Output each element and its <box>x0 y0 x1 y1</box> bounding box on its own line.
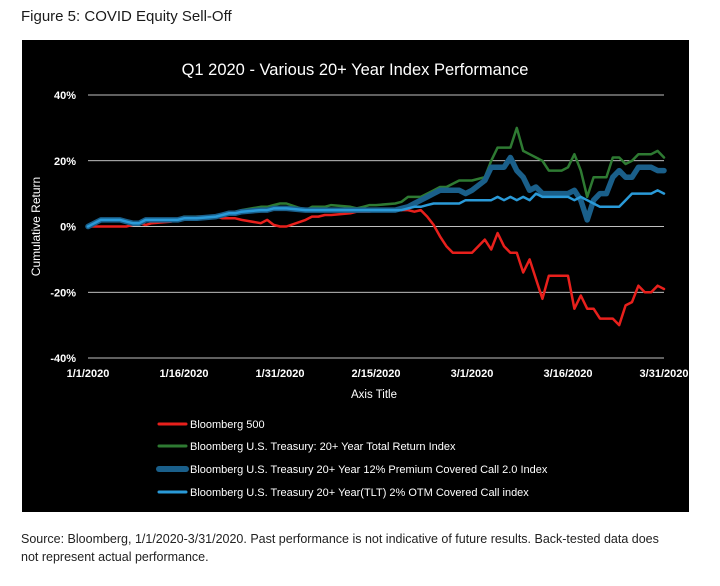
chart-title: Q1 2020 - Various 20+ Year Index Perform… <box>182 61 529 79</box>
series-line-1 <box>86 208 666 327</box>
legend-label-1: Bloomberg 500 <box>190 419 265 431</box>
y-tick-label: -40% <box>50 353 76 365</box>
x-tick-label: 1/16/2020 <box>160 368 209 380</box>
x-tick-label: 3/1/2020 <box>451 368 494 380</box>
y-tick-label: -20% <box>50 287 76 299</box>
y-tick-label: 40% <box>54 90 76 102</box>
figure-title: Figure 5: COVID Equity Sell-Off <box>21 8 232 25</box>
source-note: Source: Bloomberg, 1/1/2020-3/31/2020. P… <box>21 532 659 564</box>
series-line-4 <box>86 189 666 228</box>
series-layer <box>85 126 667 327</box>
chart-svg: Q1 2020 - Various 20+ Year Index Perform… <box>29 61 689 499</box>
x-axis-label: Axis Title <box>351 389 397 401</box>
y-tick-label: 0% <box>60 222 76 234</box>
y-axis-label: Cumulative Return <box>29 177 43 276</box>
series-line-3 <box>85 154 667 230</box>
x-tick-labels: 1/1/2020 1/16/2020 1/31/2020 2/15/2020 3/1/2… <box>67 368 689 380</box>
legend-label-3: Bloomberg U.S. Treasury 20+ Year 12% Pre… <box>190 464 548 476</box>
y-tick-label: 20% <box>54 156 76 168</box>
x-tick-label: 1/1/2020 <box>67 368 110 380</box>
x-tick-label: 2/15/2020 <box>352 368 401 380</box>
x-tick-label: 3/31/2020 <box>640 368 689 380</box>
x-tick-label: 3/16/2020 <box>544 368 593 380</box>
chart-container: Q1 2020 - Various 20+ Year Index Perform… <box>22 40 689 512</box>
legend-label-4: Bloomberg U.S. Treasury 20+ Year(TLT) 2%… <box>190 487 529 499</box>
grid-layer <box>88 94 664 359</box>
y-tick-labels: -40% -20% 0% 20% 40% <box>50 90 76 365</box>
x-tick-label: 1/31/2020 <box>256 368 305 380</box>
legend: Bloomberg 500 Bloomberg U.S. Treasury: 20… <box>156 419 548 499</box>
legend-label-2: Bloomberg U.S. Treasury: 20+ Year Total … <box>190 441 456 453</box>
